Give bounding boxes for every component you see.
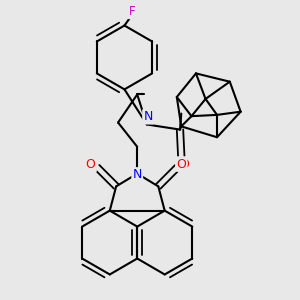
Text: O: O [86,158,96,171]
Text: N: N [133,168,142,182]
Text: F: F [129,5,135,18]
Text: O: O [176,158,186,170]
Text: N: N [143,110,153,123]
Text: O: O [179,158,189,171]
